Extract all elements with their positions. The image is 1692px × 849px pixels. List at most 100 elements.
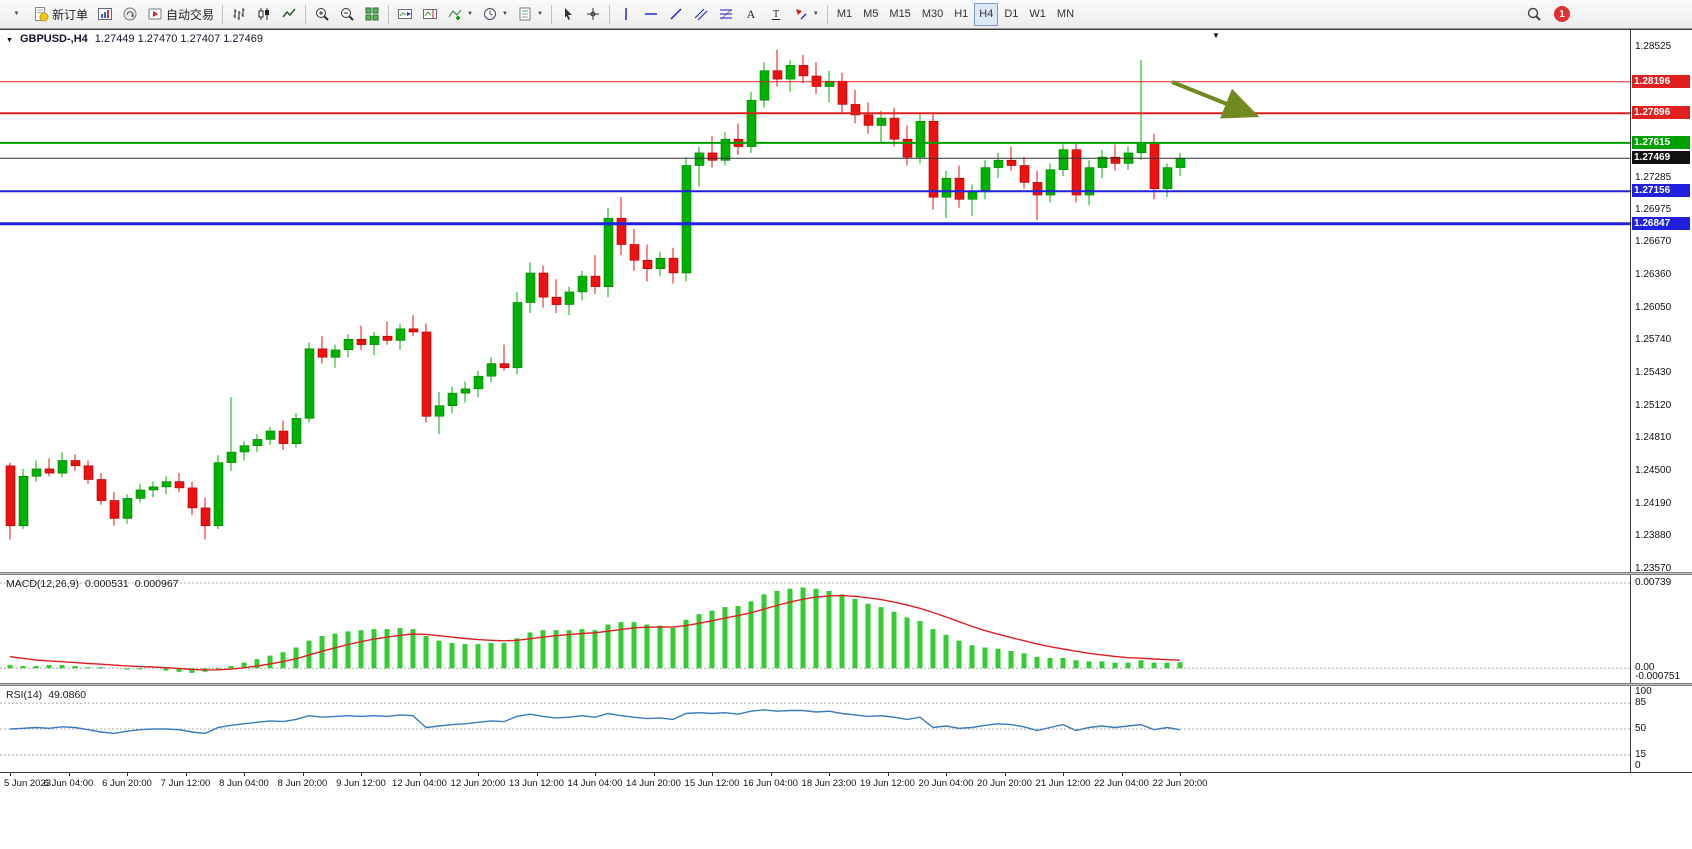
- axis-label: 0.00739: [1635, 577, 1672, 588]
- svg-text:T: T: [773, 9, 779, 20]
- indicators-button[interactable]: ▼: [443, 3, 477, 26]
- chart-list-dropdown-button[interactable]: ▼: [4, 3, 28, 26]
- channel-tool-button[interactable]: [689, 3, 713, 26]
- timeframe-m1-button[interactable]: M1: [832, 3, 857, 26]
- time-tick: [478, 773, 479, 776]
- time-axis-label: 12 Jun 04:00: [392, 778, 447, 789]
- timeframe-m5-button[interactable]: M5: [858, 3, 883, 26]
- chart-title: ▼ GBPUSD-,H4 1.27449 1.27470 1.27407 1.2…: [6, 33, 263, 45]
- symbol-period-label: GBPUSD-,H4: [19, 33, 88, 45]
- support-button[interactable]: [118, 3, 142, 26]
- toolbar: ▼ 新订单: [0, 0, 1692, 29]
- timeframe-h1-button[interactable]: H1: [949, 3, 973, 26]
- periods-button[interactable]: ▼: [478, 3, 512, 26]
- price-tag: 1.27615: [1632, 135, 1690, 149]
- time-tick: [419, 773, 421, 776]
- time-tick: [829, 773, 830, 776]
- axis-label: 1.26360: [1635, 269, 1672, 281]
- macd-title: MACD(12,26,9) 0.000531 0.000967: [6, 578, 179, 590]
- axis-label: 1.25120: [1635, 399, 1672, 411]
- new-order-button[interactable]: 新订单: [29, 3, 92, 26]
- horizontal-line-tool-button[interactable]: [639, 3, 663, 26]
- auto-scroll-button[interactable]: [393, 3, 417, 26]
- rsi-axis[interactable]: 100 85 50 15 0: [1630, 686, 1692, 772]
- toolbar-separator: [388, 4, 390, 24]
- zoom-in-button[interactable]: [310, 3, 334, 26]
- chart-shift-button[interactable]: [418, 3, 442, 26]
- fibonacci-tool-button[interactable]: [714, 3, 738, 26]
- axis-label: -0.000751: [1635, 671, 1681, 682]
- price-axis[interactable]: 1.28525 1.27285 1.26975 1.26670 1.26360 1.260…: [1630, 30, 1692, 572]
- chevron-down-icon: ▼: [467, 11, 473, 17]
- price-tag: 1.27896: [1632, 106, 1690, 120]
- macd-axis[interactable]: 0.00739 0.00 -0.000751: [1630, 575, 1692, 683]
- pane-separator[interactable]: [0, 572, 1692, 575]
- time-tick: [770, 773, 772, 776]
- cursor-button[interactable]: [556, 3, 580, 26]
- templates-button[interactable]: ▼: [513, 3, 547, 26]
- timeframe-m30-button[interactable]: M30: [917, 3, 948, 26]
- bar-chart-button[interactable]: [227, 3, 251, 26]
- autotrade-button[interactable]: 自动交易: [143, 3, 218, 26]
- candlestick-chart-button[interactable]: [252, 3, 276, 26]
- crosshair-button[interactable]: [581, 3, 605, 26]
- zoom-in-icon: [316, 8, 329, 21]
- time-tick: [10, 773, 11, 776]
- axis-label: 15: [1635, 748, 1647, 760]
- charts-button[interactable]: [93, 3, 117, 26]
- axis-label: 1.23880: [1635, 530, 1672, 542]
- toolbar-separator: [222, 4, 224, 24]
- macd-chart: [0, 582, 1630, 673]
- toolbar-separator: [826, 4, 828, 24]
- time-axis-label: 8 Jun 20:00: [277, 778, 328, 789]
- macd-pane[interactable]: MACD(12,26,9) 0.000531 0.000967: [0, 575, 1630, 683]
- new-order-icon: [35, 7, 49, 22]
- rsi-chart: [0, 702, 1630, 756]
- fibonacci-icon: [719, 9, 732, 20]
- notification-badge[interactable]: 1: [1554, 6, 1570, 22]
- price-tag: 1.26847: [1632, 216, 1690, 230]
- time-axis-label: 20 Jun 04:00: [918, 778, 974, 789]
- text-tool-button[interactable]: A: [739, 3, 763, 26]
- vertical-line-icon: [625, 8, 627, 20]
- tile-windows-button[interactable]: [360, 3, 384, 26]
- time-axis-label: 5 Jun 2023: [4, 778, 52, 789]
- text-label-tool-button[interactable]: T: [764, 3, 788, 26]
- line-chart-icon: [282, 8, 296, 18]
- vertical-line-tool-button[interactable]: [614, 3, 638, 26]
- time-axis-label: 16 Jun 04:00: [743, 778, 798, 789]
- timeframe-mn-button[interactable]: MN: [1052, 3, 1079, 26]
- chart-shift-icon: [423, 9, 438, 19]
- search-button[interactable]: [1522, 3, 1546, 26]
- timeframe-h4-button[interactable]: H4: [974, 2, 999, 26]
- time-axis-label: 6 Jun 20:00: [102, 778, 152, 789]
- macd-label: MACD(12,26,9): [6, 578, 79, 590]
- autotrade-label: 自动交易: [166, 7, 215, 22]
- symbol-dropdown-icon[interactable]: ▼: [6, 37, 13, 44]
- zoom-out-button[interactable]: [335, 3, 359, 26]
- arrows-tool-button[interactable]: ▼: [789, 3, 823, 26]
- trendline-tool-button[interactable]: [664, 3, 688, 26]
- axis-label: 1.25740: [1635, 334, 1672, 346]
- time-axis-label: 14 Jun 20:00: [626, 778, 681, 789]
- chevron-down-icon: ▼: [536, 11, 543, 17]
- time-axis[interactable]: 5 Jun 2023 6 Jun 04:00 6 Jun 20:00 7 Jun 12…: [0, 772, 1692, 792]
- timeframe-m15-button[interactable]: M15: [884, 3, 915, 26]
- channel-icon: [694, 8, 708, 21]
- timeframe-d1-button[interactable]: D1: [999, 3, 1023, 26]
- rsi-pane[interactable]: RSI(14) 49.0860: [0, 686, 1630, 772]
- time-tick: [1063, 773, 1064, 776]
- time-axis-label: 12 Jun 20:00: [450, 778, 506, 789]
- time-tick: [302, 773, 304, 776]
- pane-separator[interactable]: [0, 683, 1692, 686]
- timeframe-w1-button[interactable]: W1: [1024, 3, 1051, 26]
- time-tick: [127, 773, 128, 776]
- arrows-tool-icon: [795, 9, 807, 20]
- chart-shift-marker[interactable]: ▼: [1212, 31, 1220, 40]
- time-axis-label: 18 Jun 23:00: [801, 778, 857, 789]
- main-chart-pane[interactable]: ▼ GBPUSD-,H4 1.27449 1.27470 1.27407 1.2…: [0, 30, 1630, 572]
- line-chart-button[interactable]: [277, 3, 301, 26]
- chevron-down-icon: ▼: [13, 11, 20, 17]
- time-axis-label: 22 Jun 20:00: [1152, 778, 1208, 789]
